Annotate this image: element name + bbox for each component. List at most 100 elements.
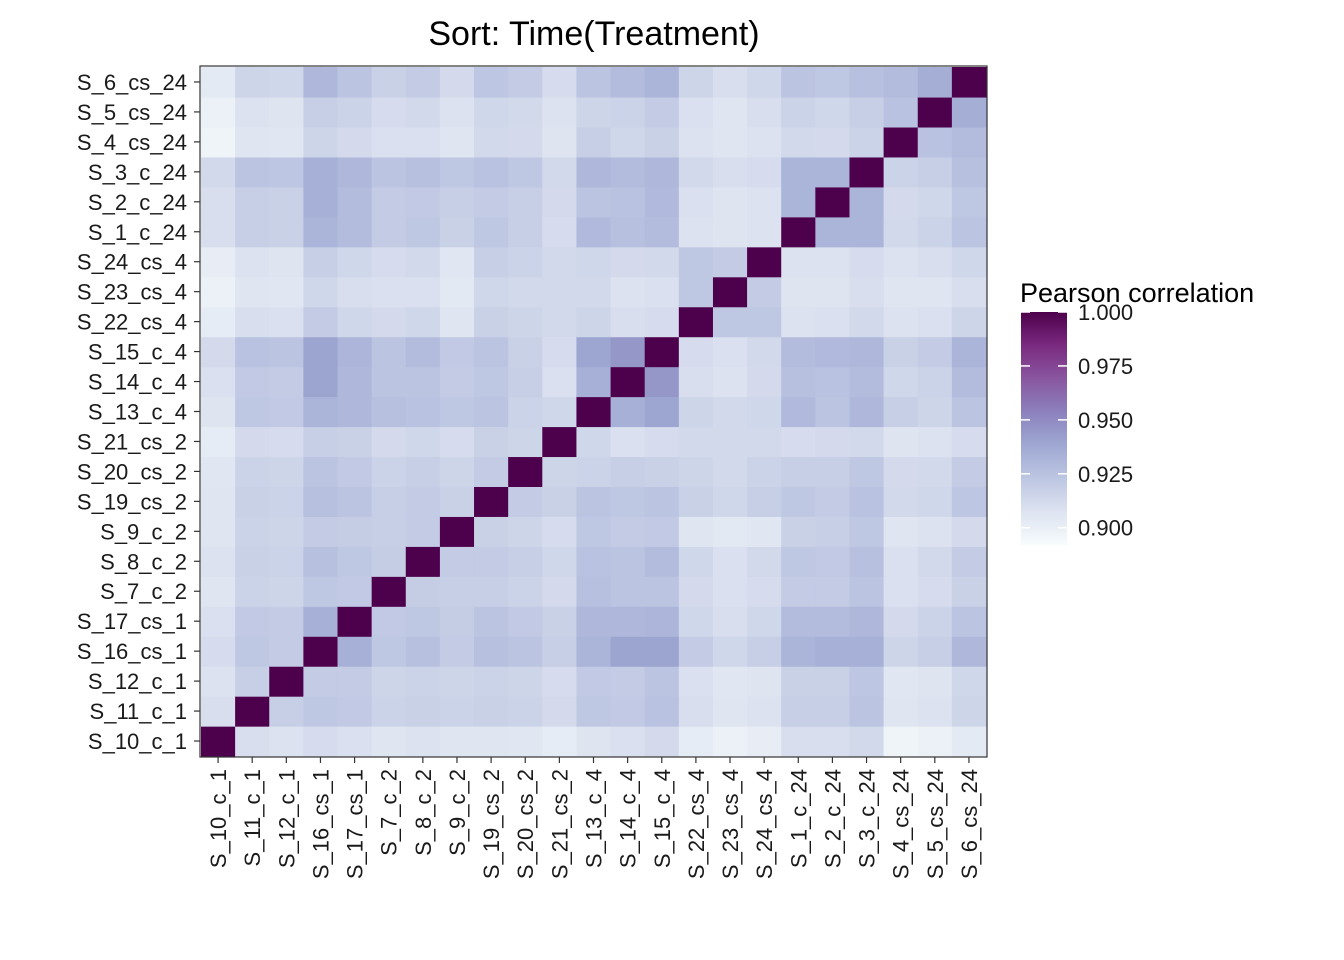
heatmap-cell <box>610 306 646 338</box>
y-tick-label: S_22_cs_4 <box>77 310 187 335</box>
heatmap-cell <box>747 726 782 757</box>
heatmap-cell <box>644 606 680 637</box>
heatmap-cell <box>712 156 748 188</box>
heatmap-cell <box>815 186 851 218</box>
heatmap-cell <box>337 576 373 607</box>
heatmap-cell <box>269 666 304 697</box>
heatmap-cell <box>269 186 304 218</box>
heatmap-cell <box>644 546 680 577</box>
heatmap-cell <box>917 396 953 428</box>
heatmap-cell <box>610 216 646 248</box>
heatmap-cell <box>474 456 509 487</box>
x-tick-label: S_7_c_2 <box>377 769 402 856</box>
heatmap-cell <box>576 606 612 637</box>
heatmap-cell <box>371 456 407 487</box>
heatmap-cell <box>405 156 441 188</box>
heatmap-cell <box>849 636 885 667</box>
heatmap-cell <box>542 516 578 547</box>
x-tick-label: S_21_cs_2 <box>547 769 572 879</box>
heatmap-cell <box>712 576 748 607</box>
heatmap-cell <box>439 156 475 188</box>
heatmap-cell <box>747 666 782 697</box>
heatmap-cell <box>917 486 953 517</box>
heatmap-cell <box>269 126 304 158</box>
heatmap-cell <box>269 156 304 188</box>
heatmap-cell <box>337 126 373 158</box>
heatmap-cell <box>678 306 714 338</box>
heatmap-cell <box>747 696 782 727</box>
heatmap-cell <box>508 246 543 278</box>
heatmap-cell <box>951 216 987 248</box>
heatmap-cell <box>474 396 509 428</box>
heatmap-cell <box>474 156 509 188</box>
heatmap-cell <box>474 336 509 368</box>
heatmap-cell <box>883 696 919 727</box>
heatmap-cell <box>439 516 475 547</box>
heatmap-cell <box>883 246 919 278</box>
heatmap-cell <box>508 576 543 607</box>
heatmap-cell <box>951 366 987 398</box>
heatmap-cell <box>849 606 885 637</box>
heatmap-cell <box>883 486 919 517</box>
heatmap-cell <box>371 246 407 278</box>
heatmap-cell <box>371 336 407 368</box>
heatmap-cell <box>235 546 270 577</box>
heatmap-cell <box>951 516 987 547</box>
heatmap-cell <box>849 696 885 727</box>
heatmap-cell <box>235 396 270 428</box>
heatmap-cell <box>303 306 339 338</box>
heatmap-cell <box>849 336 885 368</box>
heatmap-cell <box>201 216 236 248</box>
y-tick-label: S_3_c_24 <box>88 160 187 185</box>
heatmap-cell <box>405 67 441 98</box>
heatmap-cell <box>883 516 919 547</box>
heatmap-cell <box>542 306 578 338</box>
legend-ticks: 1.000 0.975 0.950 0.925 0.900 <box>1021 300 1133 541</box>
heatmap-cell <box>405 126 441 158</box>
heatmap-cell <box>201 67 236 98</box>
heatmap-cell <box>917 96 953 128</box>
y-tick-label: S_12_c_1 <box>88 669 187 694</box>
heatmap-cell <box>747 67 782 98</box>
x-tick-label: S_17_cs_1 <box>343 769 368 879</box>
heatmap-cell <box>474 366 509 398</box>
heatmap-cell <box>644 67 680 98</box>
heatmap-cell <box>201 366 236 398</box>
heatmap-cell <box>610 186 646 218</box>
heatmap-cell <box>303 486 339 517</box>
heatmap-cell <box>610 606 646 637</box>
heatmap-cell <box>235 696 270 727</box>
heatmap-cell <box>542 396 578 428</box>
heatmap-cell <box>576 216 612 248</box>
heatmap-cell <box>269 396 304 428</box>
heatmap-cell <box>269 456 304 487</box>
heatmap-cell <box>474 546 509 577</box>
heatmap-cell <box>269 96 304 128</box>
heatmap-cell <box>951 126 987 158</box>
heatmap-cell <box>678 126 714 158</box>
heatmap-cell <box>337 486 373 517</box>
heatmap-cell <box>576 96 612 128</box>
heatmap-cell <box>883 396 919 428</box>
heatmap-cell <box>917 186 953 218</box>
heatmap-cell <box>781 636 816 667</box>
heatmap-cell <box>917 276 953 308</box>
heatmap-cell <box>951 546 987 577</box>
heatmap-cell <box>439 216 475 248</box>
heatmap-cell <box>712 246 748 278</box>
y-tick-label: S_7_c_2 <box>100 579 187 604</box>
heatmap-cell <box>201 126 236 158</box>
heatmap-cell <box>371 426 407 458</box>
heatmap-cell <box>303 276 339 308</box>
heatmap-cell <box>815 366 851 398</box>
heatmap-cell <box>439 576 475 607</box>
heatmap-cell <box>712 96 748 128</box>
heatmap-cell <box>405 216 441 248</box>
heatmap-cell <box>917 366 953 398</box>
heatmap-cell <box>371 696 407 727</box>
heatmap-cell <box>883 546 919 577</box>
heatmap-cell <box>508 396 543 428</box>
heatmap-cell <box>371 126 407 158</box>
heatmap-cell <box>474 426 509 458</box>
heatmap-cell <box>508 276 543 308</box>
